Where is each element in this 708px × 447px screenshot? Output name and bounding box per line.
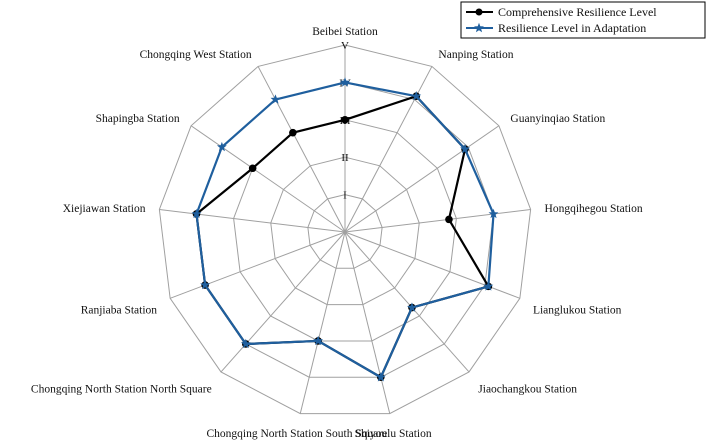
series-2-point-1 [340,77,350,87]
series-1-point-1 [341,116,349,124]
series-1-point-13 [289,128,297,137]
axis-label-3: Guanyinqiao Station [510,113,605,125]
axis-spoke-5 [344,231,521,299]
legend-marker-series-2 [474,22,484,33]
axis-spoke-4 [344,208,531,233]
grid-ring-3 [233,119,457,342]
axis-spoke-12 [190,125,346,233]
legend-box [460,1,706,39]
series-2-point-3 [460,143,470,154]
axis-spoke-11 [159,208,346,233]
series-1-point-12 [248,164,257,173]
axis-label-2: Nanping Station [438,49,513,61]
axis-spoke-8 [299,231,346,414]
series-2-line [195,81,495,379]
axis-label-1: Beibei Station [312,26,378,38]
axis-label-8: Chongqing North Station South Square [206,428,387,440]
series-2 [191,77,499,382]
grid-ring-2 [270,156,420,306]
legend-marker-series-1 [475,8,483,16]
legend-label-series-1: Comprehensive Resilience Level [498,5,657,19]
series-2-point-9 [240,338,251,349]
axis-label-10: Ranjiaba Station [81,304,158,316]
legend-label-series-2: Resilience Level in Adaptation [498,21,646,35]
axis-label-4: Hongqihegou Station [545,203,643,215]
series-1 [192,92,493,382]
axis-spoke-10 [169,231,346,299]
axis-label-12: Shapingba Station [96,113,180,125]
series-2-point-12 [216,141,227,152]
series-2-point-13 [270,94,281,104]
level-label-5: V [341,40,349,52]
axis-label-7: Shiyoulu Station [355,428,432,440]
level-label-1: I [343,190,347,202]
series-2-point-6 [407,302,417,312]
axis-spoke-9 [220,231,346,373]
series-2-point-8 [313,335,324,346]
series-layer [191,77,499,382]
axis-spoke-7 [344,231,391,414]
axis-labels: Beibei Station Nanping Station Guanyinqiao… [31,26,643,440]
series-2-point-2 [411,91,422,101]
axis-label-9: Chongqing North Station North Square [31,383,212,395]
axis-label-6: Jiaochangkou Station [478,383,577,395]
axis-label-5: Lianglukou Station [533,304,622,316]
series-1-point-4 [445,215,453,224]
radar-grid [158,44,532,415]
legend: Comprehensive Resilience Level Resilienc… [460,1,706,39]
series-2-point-7 [375,372,386,382]
axis-spoke-3 [344,125,500,233]
series-2-point-5 [483,281,494,291]
axis-label-13: Chongqing West Station [140,49,252,61]
series-2-point-4 [488,208,499,219]
axis-spoke-6 [344,231,470,373]
series-2-point-11 [191,208,202,219]
grid-ring-5 [158,44,532,415]
level-label-2: II [341,152,349,164]
axis-label-11: Xiejiawan Station [63,203,146,215]
grid-ring-1 [307,194,383,269]
series-2-point-10 [200,279,211,290]
axis-spoke-13 [257,66,346,233]
